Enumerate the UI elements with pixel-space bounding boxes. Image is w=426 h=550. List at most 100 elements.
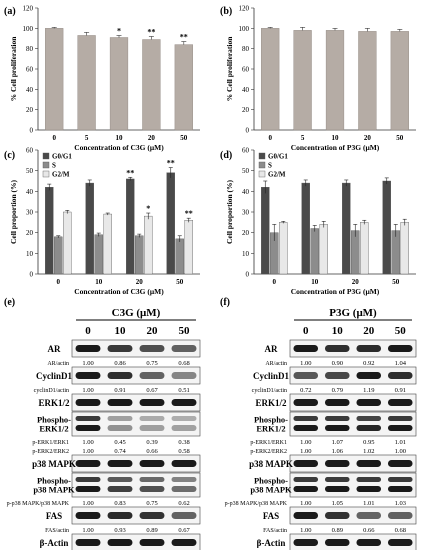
blot-band — [387, 399, 413, 406]
protein-label-line: ERK1/2 — [39, 424, 68, 434]
quantification-value: 1.00 — [82, 448, 93, 455]
blot-frame — [289, 366, 417, 385]
blot-band — [171, 512, 197, 519]
y-tick-label: 0 — [30, 271, 34, 279]
blot-title: C3G (μM) — [112, 307, 161, 319]
y-tick-label: 10 — [242, 250, 250, 258]
lane-label: 50 — [395, 325, 407, 337]
blot-frame — [289, 472, 417, 498]
quantification-value: 0.89 — [146, 527, 157, 534]
blot-band — [387, 512, 413, 519]
legend-swatch — [42, 152, 50, 160]
blot-band — [75, 460, 101, 467]
quantification-value: 0.68 — [178, 360, 189, 367]
blot-band — [293, 372, 319, 379]
blot-band — [107, 460, 133, 467]
quantification-label: cyclinD1/actin — [252, 388, 287, 394]
y-tick-label: 0 — [246, 271, 250, 279]
y-tick-label: 30 — [26, 209, 34, 217]
y-tick-label: 60 — [26, 147, 34, 155]
y-tick-label: 40 — [26, 188, 34, 196]
quantification-value: 0.72 — [300, 387, 311, 394]
blot-band — [356, 486, 382, 492]
protein-label: Phospho-p38 MAPK — [33, 476, 75, 495]
bar — [360, 222, 369, 275]
blot-title: P3G (μM) — [329, 307, 377, 319]
blot-band — [139, 477, 165, 482]
panel-label-c: (c) — [4, 150, 15, 161]
protein-label: ERK1/2 — [255, 398, 287, 408]
quantification-value: 0.86 — [114, 360, 126, 367]
protein-label-line: Phospho- — [37, 476, 71, 486]
bar — [351, 230, 360, 275]
y-tick-label: 30 — [242, 209, 250, 217]
quantification-value: 1.02 — [363, 448, 374, 455]
blot-band — [107, 486, 133, 492]
x-axis-label: Concentration of C3G (μM) — [74, 287, 164, 296]
quantification-value: 0.89 — [332, 527, 343, 534]
blot-band — [139, 486, 165, 492]
blot-band — [324, 460, 350, 467]
bar — [54, 236, 63, 275]
x-tick-label: 5 — [85, 134, 89, 142]
quantification-value: 0.51 — [178, 387, 189, 394]
blot-frame — [71, 533, 201, 550]
blot-band — [107, 345, 133, 352]
y-tick-label: 20 — [26, 229, 34, 237]
bar — [45, 28, 64, 131]
quantification-value: 1.00 — [300, 527, 311, 534]
lane-label: 10 — [115, 325, 127, 337]
significance-mark: ** — [147, 27, 155, 36]
quantification-label: p-p38 MAPK/p38 MAPK — [225, 501, 288, 507]
blot-band — [293, 416, 319, 421]
blot-band — [75, 425, 101, 431]
x-tick-label: 0 — [268, 134, 272, 142]
y-tick-label: 120 — [23, 5, 34, 13]
legend-label: G0/G1 — [52, 153, 72, 161]
bar — [85, 182, 94, 275]
quantification-label: cyclinD1/actin — [34, 388, 69, 394]
bar — [382, 180, 391, 275]
quantification-value: 1.00 — [300, 500, 311, 507]
blot-band — [171, 486, 197, 492]
blot-band — [356, 372, 382, 379]
quantification-value: 0.90 — [332, 360, 343, 367]
blot-frame — [71, 339, 201, 358]
x-axis-label: Concentration of C3G (μM) — [74, 143, 164, 152]
y-tick-label: 60 — [242, 147, 250, 155]
lane-label: 50 — [179, 325, 191, 337]
blot-band — [139, 345, 165, 352]
quantification-value: 0.91 — [395, 387, 406, 394]
blot-band — [75, 345, 101, 352]
blot-band — [75, 416, 101, 421]
lane-label: 20 — [147, 325, 159, 337]
legend-swatch — [42, 170, 50, 178]
blot-band — [139, 425, 165, 431]
protein-label: FAS — [46, 511, 62, 521]
bar — [358, 31, 377, 131]
protein-label: Phospho-p38 MAPK — [250, 476, 292, 495]
lane-label: 0 — [303, 325, 309, 337]
blot-band — [387, 486, 413, 492]
protein-label: AR — [48, 344, 61, 354]
significance-mark: ** — [126, 168, 134, 177]
y-tick-label: 20 — [26, 106, 34, 114]
quantification-value: 1.00 — [395, 448, 406, 455]
bar — [391, 230, 400, 275]
quantification-value: 0.79 — [332, 387, 343, 394]
blot-band — [293, 345, 319, 352]
x-tick-label: 20 — [136, 278, 144, 286]
quantification-value: 1.01 — [395, 439, 406, 446]
y-tick-label: 50 — [242, 167, 250, 175]
blot-band — [107, 477, 133, 482]
blot-band — [107, 539, 133, 546]
quantification-value: 1.00 — [300, 439, 311, 446]
y-tick-label: 0 — [246, 127, 250, 135]
protein-label-line: Phospho- — [254, 476, 288, 486]
quantification-label: p-ERK2/ERK2 — [250, 449, 287, 455]
blot-band — [324, 539, 350, 546]
blot-band — [139, 399, 165, 406]
chart-c: 0 10 20 30 40 50 60 Concentration of C3G (μM) Ce… — [9, 147, 200, 296]
blot-frame — [71, 454, 201, 473]
blot-band — [171, 372, 197, 379]
